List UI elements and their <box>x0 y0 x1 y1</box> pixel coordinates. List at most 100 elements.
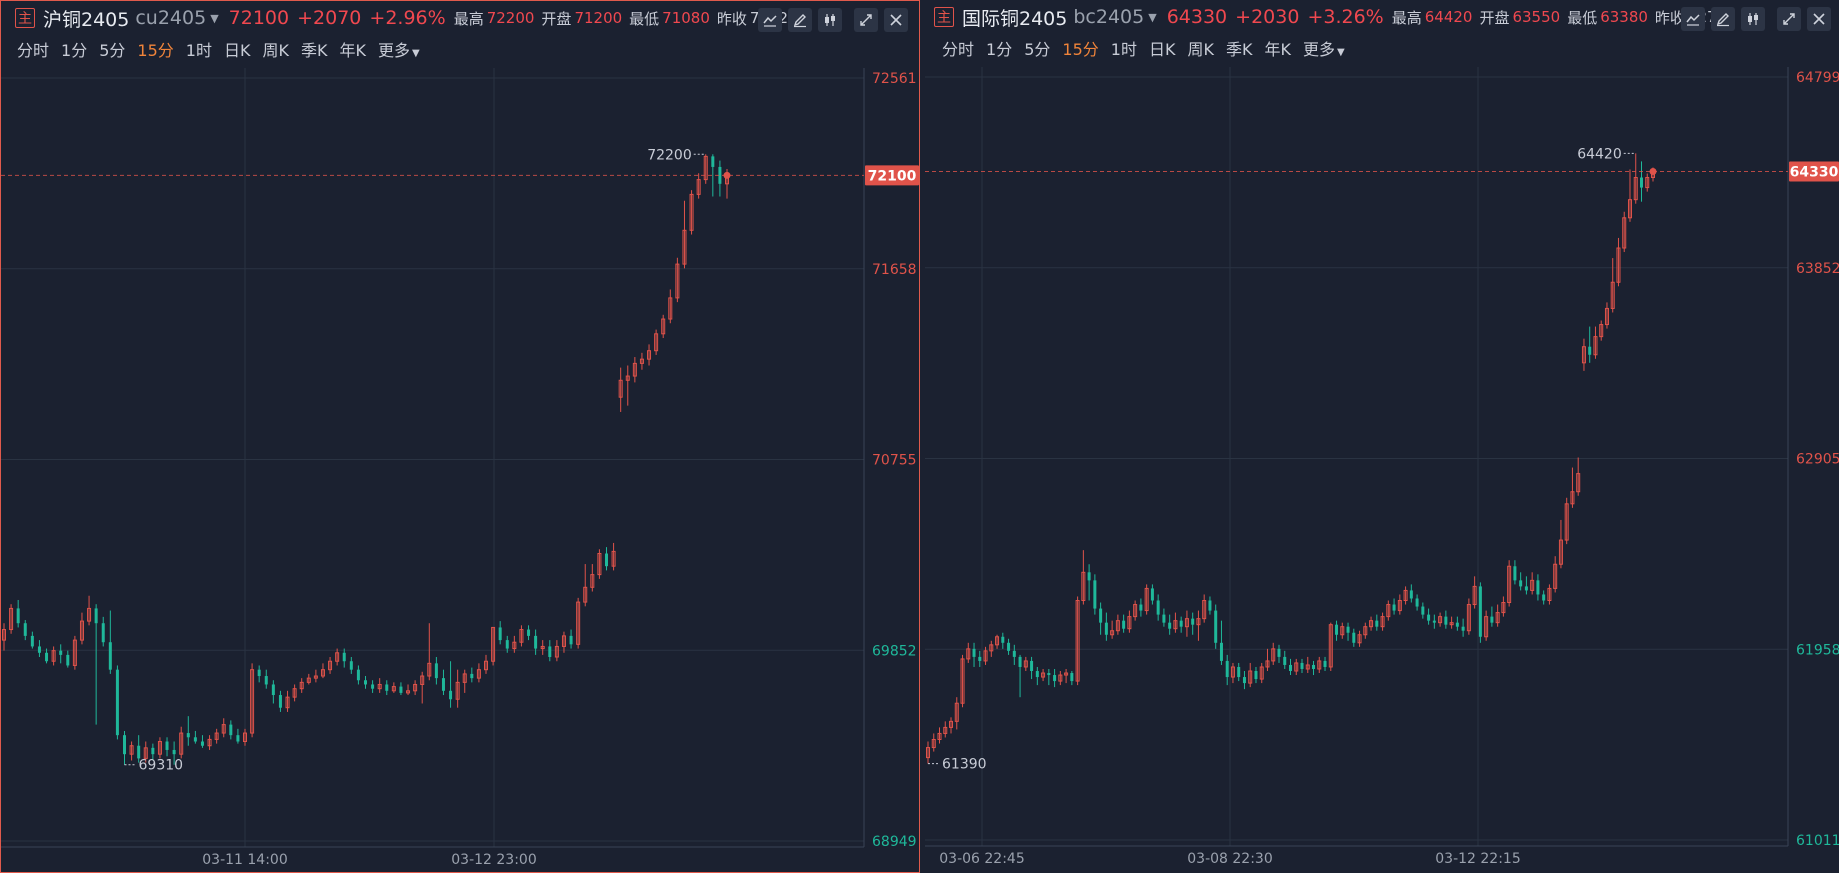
candlestick-icon[interactable] <box>1741 7 1765 31</box>
candle-body <box>157 741 162 755</box>
x-tick-label: 03-06 22:45 <box>939 851 1024 867</box>
tab-15min[interactable]: 15分 <box>1062 40 1099 59</box>
tab-1hour[interactable]: 1时 <box>185 41 212 60</box>
candle-body <box>1115 620 1120 632</box>
candle-body <box>696 179 701 195</box>
tab-5min[interactable]: 5分 <box>99 41 126 60</box>
contract-code[interactable]: bc2405 <box>1073 6 1145 28</box>
candle-body <box>59 650 63 655</box>
candle-body <box>1415 598 1419 607</box>
candle-body <box>470 673 474 679</box>
stat-value-open: 71200 <box>574 9 623 27</box>
close-icon[interactable] <box>884 8 908 32</box>
expand-icon[interactable] <box>854 8 878 32</box>
candle-body <box>449 690 453 700</box>
candle-body <box>1081 571 1086 602</box>
stat-label-open: 开盘 <box>541 9 572 28</box>
candle-body <box>1150 588 1154 601</box>
candle-body <box>654 333 659 352</box>
tab-yearly[interactable]: 年K <box>1264 40 1291 59</box>
tab-daily[interactable]: 日K <box>1148 40 1176 59</box>
chevron-down-icon[interactable]: ▼ <box>210 11 219 25</box>
stat-label-low: 最低 <box>1567 8 1598 27</box>
contract-code[interactable]: cu2405 <box>135 7 207 29</box>
candle-body <box>675 263 680 299</box>
candle-body <box>1616 247 1621 283</box>
candle-body <box>1242 677 1246 684</box>
tab-1hour[interactable]: 1时 <box>1110 40 1137 59</box>
draw-pen-icon[interactable] <box>1711 7 1735 31</box>
tab-quarterly[interactable]: 季K <box>300 41 328 60</box>
candle-body <box>1536 580 1540 595</box>
candle-body <box>243 732 247 743</box>
tab-yearly[interactable]: 年K <box>339 41 366 60</box>
candle-body <box>548 646 552 658</box>
line-tool-icon[interactable] <box>1681 7 1705 31</box>
stat-value-open: 63550 <box>1512 8 1561 26</box>
stat-value-low: 71080 <box>662 9 710 27</box>
tab-1min[interactable]: 1分 <box>986 40 1013 59</box>
candle-body <box>1317 660 1322 670</box>
stat-value-high: 72200 <box>486 9 535 27</box>
candle-body <box>1144 587 1149 612</box>
line-tool-icon[interactable] <box>758 8 782 32</box>
tab-more[interactable]: 更多 ▼ <box>1303 36 1345 60</box>
current-price-tag-label: 64330 <box>1790 164 1839 180</box>
candle-body <box>1530 579 1535 591</box>
candle-body <box>214 732 219 740</box>
current-price-tag-label: 72100 <box>868 168 917 184</box>
candle-body <box>611 550 616 567</box>
expand-icon[interactable] <box>1777 7 1801 31</box>
candle-body <box>143 747 148 759</box>
candle-body <box>583 586 588 603</box>
candlestick-icon[interactable] <box>818 8 842 32</box>
candle-body <box>79 620 84 641</box>
candle-body <box>278 695 282 708</box>
candle-body <box>960 658 965 704</box>
candle-body <box>1289 664 1292 672</box>
tab-more[interactable]: 更多 ▼ <box>378 37 420 61</box>
stat-label-prev-close: 昨收 <box>1654 8 1685 27</box>
candlestick-chart[interactable]: 72561 71658 70755 69852 68949 03-11 14:00 03-1… <box>1 1 919 873</box>
candle-body <box>1023 660 1028 668</box>
candle-body <box>1409 590 1413 599</box>
tab-15min[interactable]: 15分 <box>137 41 174 60</box>
candle-body <box>1403 589 1408 602</box>
tab-fenshi[interactable]: 分时 <box>17 41 50 60</box>
y-tick-label: 70755 <box>872 453 917 469</box>
price-change-pct: +3.26% <box>1307 6 1384 28</box>
candle-body <box>1386 604 1391 618</box>
candle-body <box>718 166 722 184</box>
candle-body <box>399 686 403 693</box>
close-icon[interactable] <box>1807 7 1831 31</box>
panel-header: 主 国际铜2405 bc2405 ▼ 64330 +2030 +3.26% 最高… <box>925 0 1839 34</box>
candle-body <box>1127 616 1132 630</box>
candle-body <box>498 627 502 641</box>
tab-weekly[interactable]: 周K <box>1187 40 1214 59</box>
candlestick-chart[interactable]: 64799 63852 62905 61958 61011 03-06 22:45 03-0… <box>925 0 1839 873</box>
tab-1min[interactable]: 1分 <box>61 41 88 60</box>
candle-body <box>420 675 425 685</box>
candle-body <box>978 656 982 661</box>
contract-name[interactable]: 沪铜2405 <box>43 8 130 31</box>
candle-body <box>271 684 275 696</box>
draw-pen-icon[interactable] <box>788 8 812 32</box>
candle-body <box>2 629 6 641</box>
candle-body <box>1599 324 1604 338</box>
chevron-down-icon[interactable]: ▼ <box>1148 10 1157 24</box>
candle-body <box>1380 616 1385 628</box>
candle-body <box>1294 662 1299 672</box>
candle-body <box>1633 177 1638 201</box>
candle-body <box>1122 620 1126 629</box>
candle-body <box>943 726 948 734</box>
tab-daily[interactable]: 日K <box>223 41 251 60</box>
tab-quarterly[interactable]: 季K <box>1225 40 1253 59</box>
candle-body <box>661 318 666 335</box>
tab-5min[interactable]: 5分 <box>1024 40 1051 59</box>
candle-body <box>1202 600 1207 620</box>
candle-body <box>1087 572 1091 581</box>
tab-fenshi[interactable]: 分时 <box>942 40 975 59</box>
contract-name[interactable]: 国际铜2405 <box>962 7 1068 30</box>
tab-weekly[interactable]: 周K <box>262 41 289 60</box>
candle-body <box>129 745 134 755</box>
